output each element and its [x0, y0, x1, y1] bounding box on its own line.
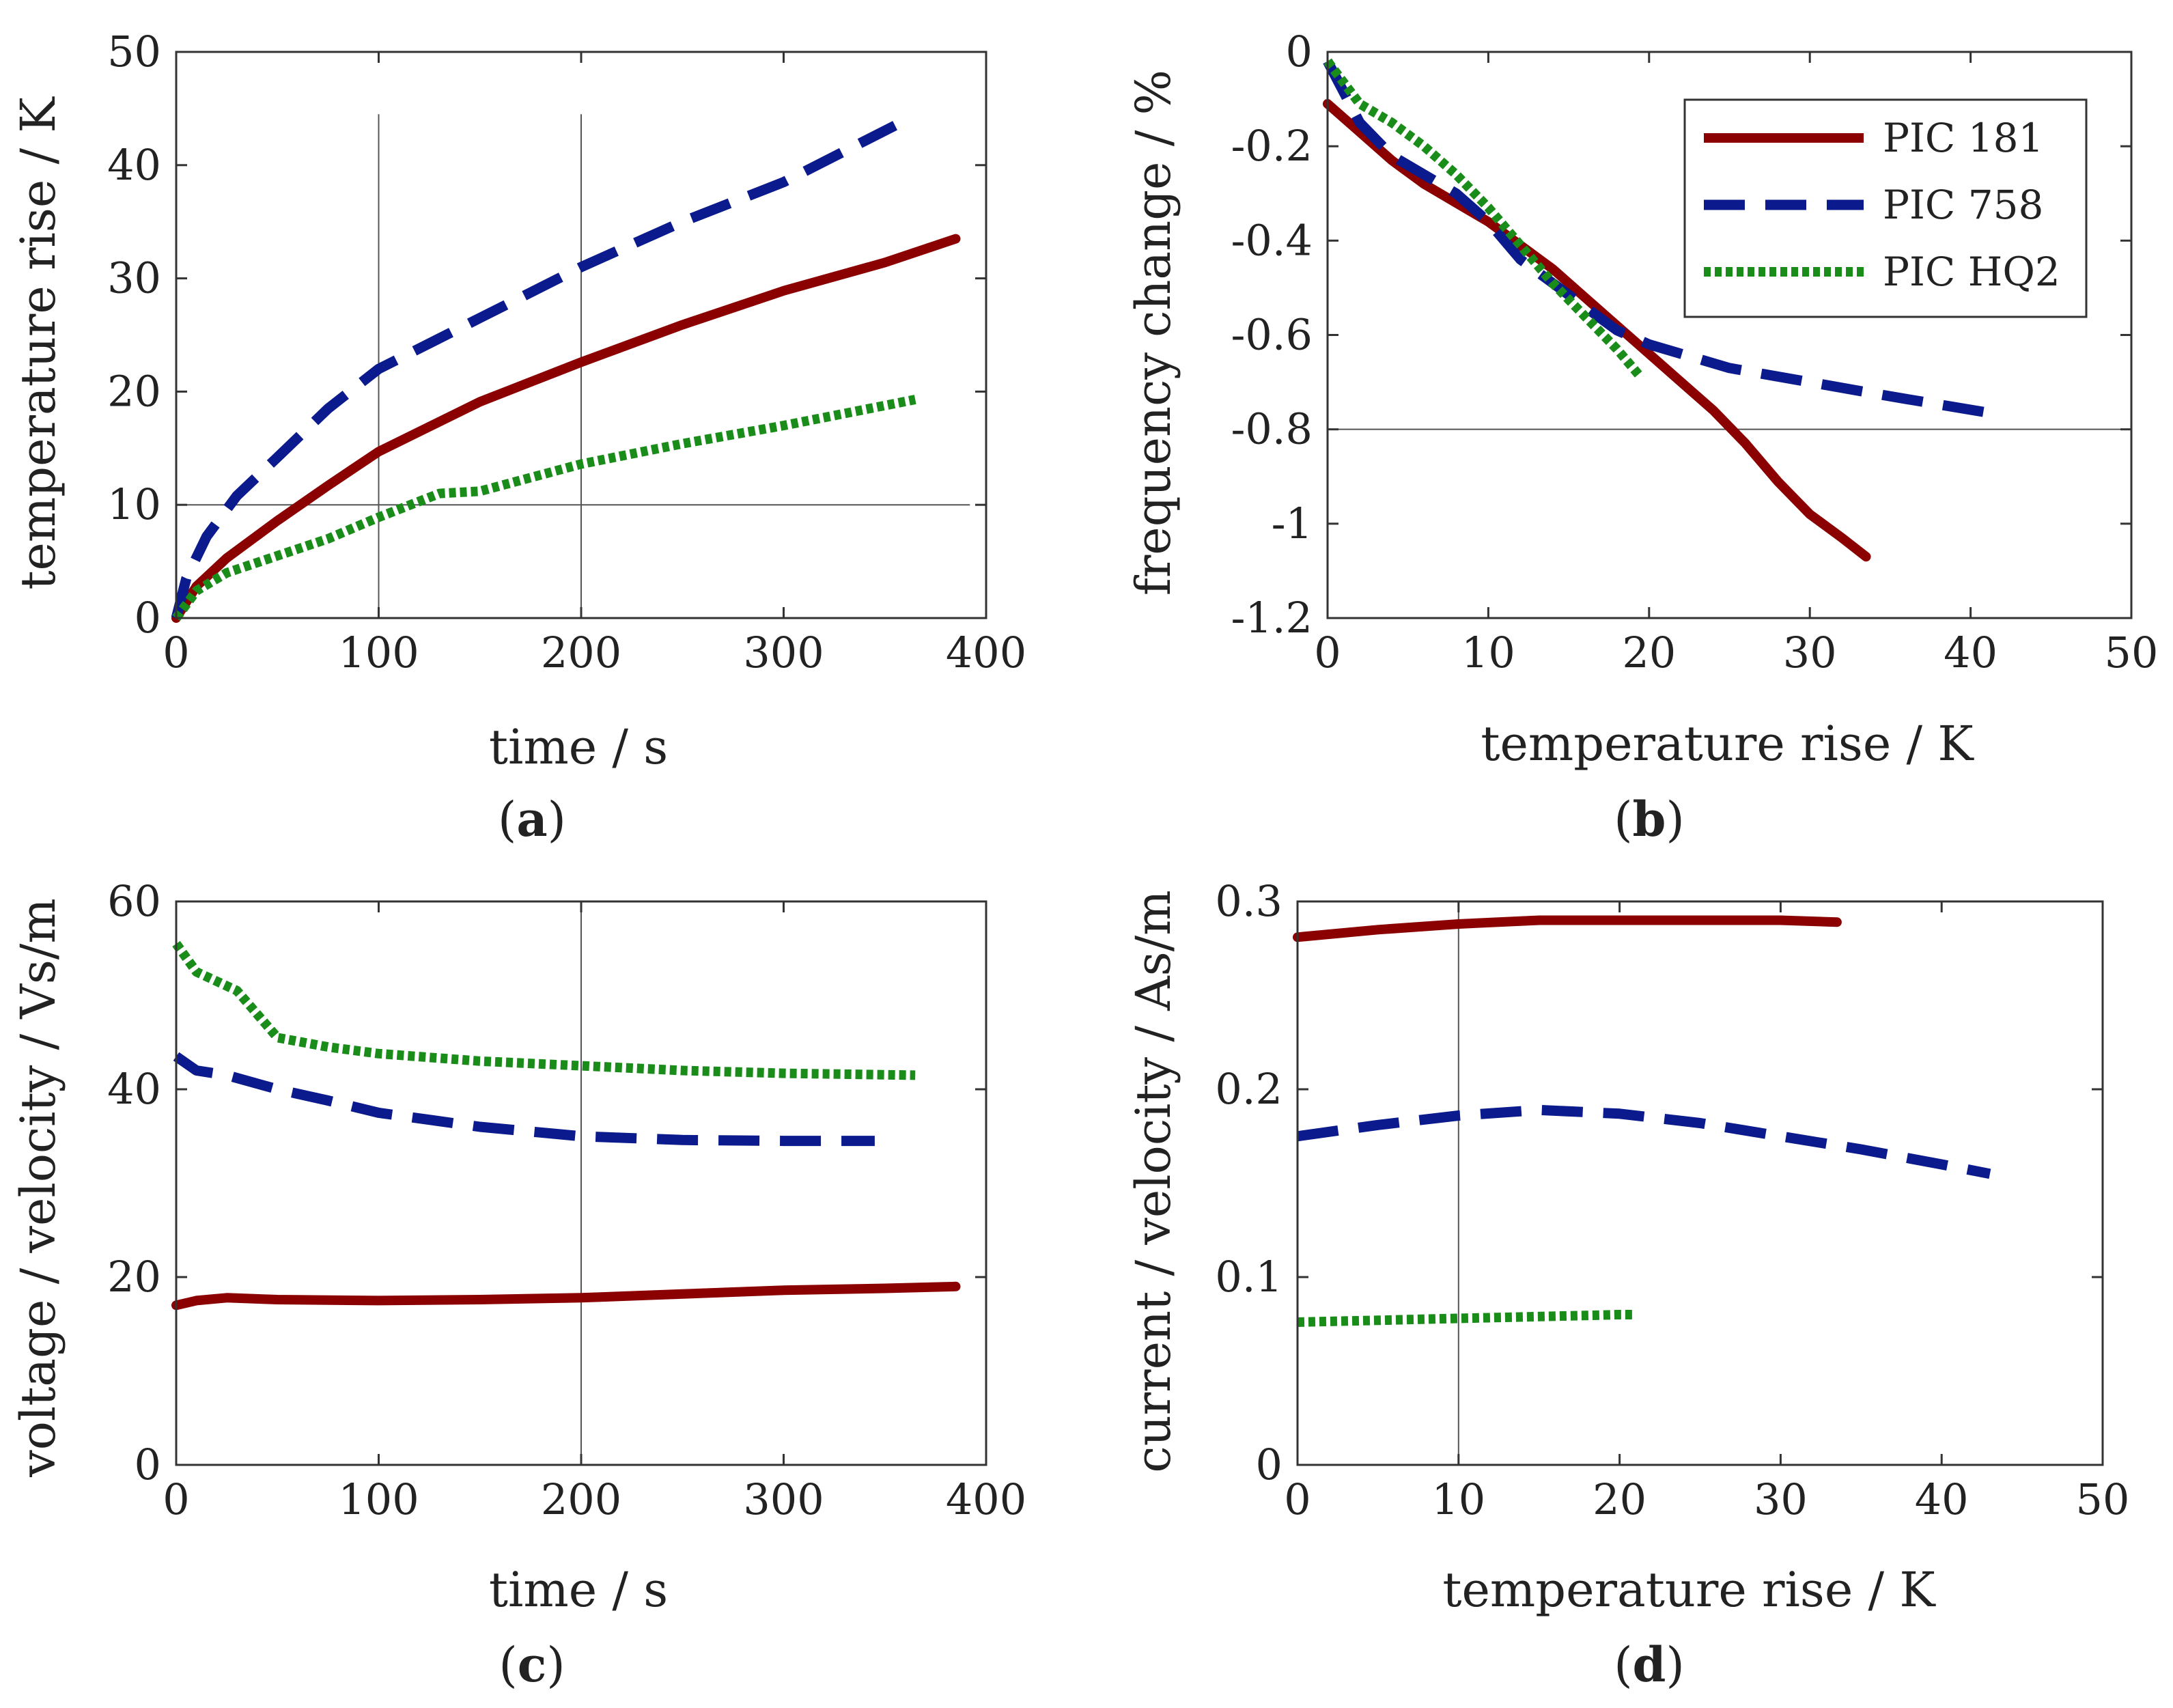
panel-d-frame	[1296, 900, 2104, 1466]
panel-c-ytick-label: 40	[107, 1064, 161, 1114]
panel-a-ytick-label: 20	[107, 366, 161, 416]
panel-d-xlabel: temperature rise / K	[1442, 1562, 1936, 1618]
panel-b-ytick-label: -0.8	[1231, 404, 1313, 454]
panel-b-ytick-label: -0.4	[1231, 215, 1313, 265]
panel-d-series-pic-hq2	[1297, 1310, 1636, 1327]
panel-b-xtick-label: 30	[1783, 628, 1837, 677]
panel-b-ytick-label: -1	[1272, 499, 1313, 548]
panel-b-series-pic-181	[1323, 99, 1871, 562]
legend-label-pic-758: PIC 758	[1883, 182, 2043, 228]
panel-d-ytick-label: 0	[1256, 1440, 1282, 1489]
panel-d-xtick-label: 20	[1593, 1474, 1646, 1524]
panel-b-xtick-label: 50	[2105, 628, 2159, 677]
panel-a-ytick-label: 0	[135, 593, 161, 643]
panel-c-xtick-label: 300	[743, 1474, 824, 1524]
panel-a-series-pic-hq2	[172, 395, 916, 621]
panel-a-xtick-label: 0	[163, 628, 189, 677]
panel-d-series-pic-758	[1296, 1104, 1991, 1179]
panel-b-ytick-label: -0.6	[1231, 310, 1313, 360]
panel-c-xtick-label: 200	[541, 1474, 621, 1524]
panel-d-caption: (d)	[1614, 1636, 1685, 1693]
panel-c-ytick-label: 20	[107, 1252, 161, 1302]
panel-d: current / velocity / As/m temperature ri…	[1125, 876, 2129, 1693]
panel-d-ytick-label: 0.1	[1215, 1252, 1282, 1302]
panel-a-xlabel: time / s	[489, 719, 668, 775]
panel-b-ytick-label: -0.2	[1231, 121, 1313, 171]
legend-label-pic-hq2: PIC HQ2	[1883, 249, 2060, 295]
panel-d-xtick-label: 30	[1754, 1474, 1808, 1524]
panel-d-xtick-label: 0	[1284, 1474, 1310, 1524]
panel-d-ytick-label: 0.3	[1215, 876, 1282, 926]
panel-b-series-pic-hq2	[1323, 58, 1645, 381]
panel-c-xtick-label: 100	[338, 1474, 419, 1524]
panel-d-ytick-label: 0.2	[1215, 1064, 1282, 1114]
panel-b-xtick-label: 0	[1314, 628, 1341, 677]
panel-b-ylabel: frequency change / %	[1125, 70, 1181, 596]
panel-a-xtick-label: 300	[743, 628, 824, 677]
panel-d-xtick-label: 50	[2076, 1474, 2130, 1524]
panel-a-ytick-label: 40	[107, 140, 161, 190]
panel-c-ylabel: voltage / velocity / Vs/m	[10, 898, 66, 1478]
panel-c-xtick-label: 0	[163, 1474, 189, 1524]
panel-b-ytick-label: 0	[1286, 27, 1313, 76]
panel-c: voltage / velocity / Vs/m time / s (c) 0…	[10, 876, 1026, 1693]
panel-a-series-pic-758	[171, 121, 897, 619]
panel-a-xtick-label: 200	[541, 628, 621, 677]
panel-b-xtick-label: 40	[1944, 628, 1997, 677]
panel-c-ytick-label: 60	[107, 876, 161, 926]
panel-c-xtick-label: 400	[946, 1474, 1026, 1524]
panel-b-xtick-label: 20	[1622, 628, 1676, 677]
panel-b: frequency change / % temperature rise / …	[1125, 27, 2158, 848]
panel-a-xtick-label: 100	[338, 628, 419, 677]
panel-c-series-pic-181	[171, 1281, 961, 1311]
panel-d-ylabel: current / velocity / As/m	[1125, 890, 1181, 1472]
panel-b-ytick-label: -1.2	[1231, 593, 1313, 643]
panel-d-caption-letter: d	[1633, 1636, 1666, 1693]
panel-a-xtick-label: 400	[946, 628, 1026, 677]
panel-d-xtick-label: 40	[1915, 1474, 1969, 1524]
panel-a: temperature rise / K time / s (a) 0 100 20…	[10, 27, 1026, 848]
panel-c-caption: (c)	[499, 1636, 565, 1693]
panel-b-caption-letter: b	[1633, 791, 1666, 848]
panel-a-ytick-label: 50	[107, 27, 161, 76]
panel-a-caption-letter: a	[516, 791, 547, 848]
panel-c-xlabel: time / s	[489, 1562, 668, 1618]
panel-a-ytick-label: 10	[107, 479, 161, 529]
panel-d-xtick-label: 10	[1431, 1474, 1485, 1524]
panel-a-ytick-label: 30	[107, 253, 161, 303]
legend: PIC 181 PIC 758 PIC HQ2	[1683, 98, 2088, 318]
panel-a-series-pic-181	[171, 234, 961, 623]
panel-d-series-pic-181	[1293, 915, 1842, 942]
panel-c-series-pic-hq2	[172, 940, 916, 1080]
panel-a-caption: (a)	[498, 791, 566, 848]
legend-label-pic-181: PIC 181	[1883, 115, 2043, 161]
panel-c-series-pic-758	[173, 1052, 875, 1147]
panel-c-ytick-label: 0	[135, 1440, 161, 1489]
panel-a-ylabel: temperature rise / K	[10, 96, 66, 590]
panel-b-caption: (b)	[1614, 791, 1685, 848]
panel-b-xlabel: temperature rise / K	[1481, 716, 1974, 772]
panel-c-caption-letter: c	[518, 1636, 547, 1693]
panel-b-xtick-label: 10	[1461, 628, 1515, 677]
